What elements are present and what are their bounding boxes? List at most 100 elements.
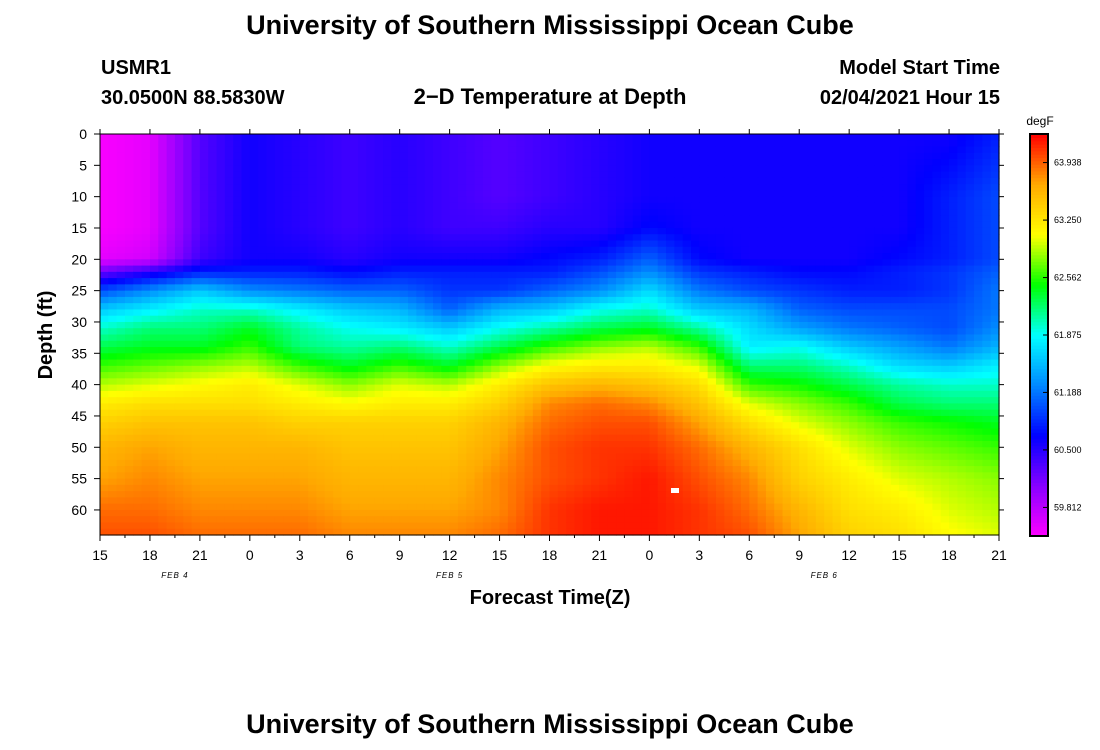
heatmap-cell [358, 409, 367, 417]
heatmap-cell [158, 359, 168, 367]
heatmap-cell [765, 315, 775, 323]
heatmap-cell [824, 184, 834, 191]
heatmap-cell [374, 303, 384, 311]
heatmap-cell [224, 347, 234, 354]
heatmap-cell [266, 315, 276, 323]
heatmap-cell [308, 240, 318, 248]
heatmap-cell [233, 422, 243, 430]
heatmap-cell [974, 278, 983, 285]
heatmap-cell [699, 321, 709, 329]
heatmap-cell [441, 290, 451, 298]
heatmap-cell [799, 253, 809, 260]
heatmap-cell [474, 309, 484, 317]
heatmap-cell [599, 409, 609, 417]
heatmap-cell [516, 372, 526, 379]
heatmap-cell [274, 309, 284, 317]
heatmap-cell [557, 409, 567, 417]
heatmap-cell [466, 353, 476, 361]
heatmap-cell [807, 415, 817, 423]
heatmap-cell [965, 165, 975, 173]
heatmap-cell [790, 246, 800, 254]
heatmap-cell [932, 202, 942, 210]
heatmap-cell [241, 278, 251, 285]
heatmap-cell [849, 253, 859, 260]
heatmap-cell [632, 209, 642, 217]
heatmap-cell [907, 290, 917, 298]
heatmap-cell [407, 259, 417, 267]
heatmap-cell [116, 309, 126, 317]
heatmap-cell [591, 384, 601, 392]
heatmap-cell [682, 246, 692, 254]
heatmap-cell [457, 171, 467, 179]
heatmap-cell [274, 378, 284, 386]
heatmap-cell [466, 146, 476, 154]
heatmap-cell [574, 234, 584, 242]
heatmap-cell [233, 378, 243, 386]
heatmap-cell [249, 271, 259, 279]
heatmap-cell [316, 378, 326, 386]
heatmap-cell [441, 184, 451, 191]
heatmap-cell [807, 347, 817, 354]
heatmap-cell [832, 328, 842, 336]
heatmap-cell [824, 359, 834, 367]
heatmap-cell [524, 165, 534, 173]
heatmap-cell [949, 321, 958, 329]
heatmap-cell [291, 296, 301, 304]
heatmap-cell [482, 240, 492, 248]
heatmap-cell [208, 372, 218, 379]
heatmap-cell [990, 240, 1000, 248]
heatmap-cell [982, 321, 992, 329]
heatmap-cell [266, 321, 276, 329]
heatmap-cell [874, 165, 884, 173]
heatmap-cell [882, 209, 892, 217]
heatmap-cell [116, 303, 126, 311]
heatmap-cell [632, 165, 642, 173]
heatmap-cell [782, 259, 792, 267]
heatmap-cell [100, 165, 109, 173]
heatmap-cell [624, 134, 634, 141]
heatmap-cell [782, 271, 792, 279]
heatmap-cell [949, 159, 958, 166]
heatmap-cell [782, 347, 792, 354]
heatmap-cell [474, 215, 484, 223]
heatmap-cell [183, 397, 193, 405]
heatmap-cell [832, 253, 842, 260]
heatmap-cell [432, 347, 442, 354]
heatmap-cell [799, 271, 809, 279]
heatmap-cell [607, 271, 617, 279]
heatmap-cell [574, 227, 584, 235]
heatmap-cell [591, 134, 601, 141]
heatmap-cell [441, 177, 451, 185]
heatmap-cell [774, 353, 784, 361]
heatmap-cell [341, 284, 351, 292]
heatmap-cell [108, 422, 118, 430]
heatmap-cell [507, 265, 517, 273]
heatmap-cell [233, 415, 243, 423]
heatmap-cell [940, 246, 950, 254]
heatmap-cell [865, 165, 875, 173]
heatmap-cell [924, 284, 933, 292]
heatmap-cell [632, 309, 642, 317]
heatmap-cell [233, 340, 243, 348]
heatmap-cell [790, 359, 800, 367]
heatmap-cell [990, 353, 1000, 361]
heatmap-cell [715, 146, 725, 154]
heatmap-cell [507, 134, 517, 141]
heatmap-cell [699, 315, 709, 323]
heatmap-cell [208, 190, 218, 198]
heatmap-cell [491, 359, 501, 367]
heatmap-cell [266, 134, 276, 141]
heatmap-cell [274, 347, 284, 354]
heatmap-cell [582, 378, 592, 386]
heatmap-cell [416, 365, 426, 373]
heatmap-cell [308, 284, 318, 292]
heatmap-cell [183, 309, 193, 317]
heatmap-cell [940, 321, 950, 329]
heatmap-cell [149, 284, 159, 292]
heatmap-cell [932, 140, 942, 148]
heatmap-cell [624, 227, 634, 235]
heatmap-cell [383, 296, 392, 304]
heatmap-cell [283, 415, 293, 423]
heatmap-cell [624, 159, 634, 166]
heatmap-cell [491, 246, 501, 254]
